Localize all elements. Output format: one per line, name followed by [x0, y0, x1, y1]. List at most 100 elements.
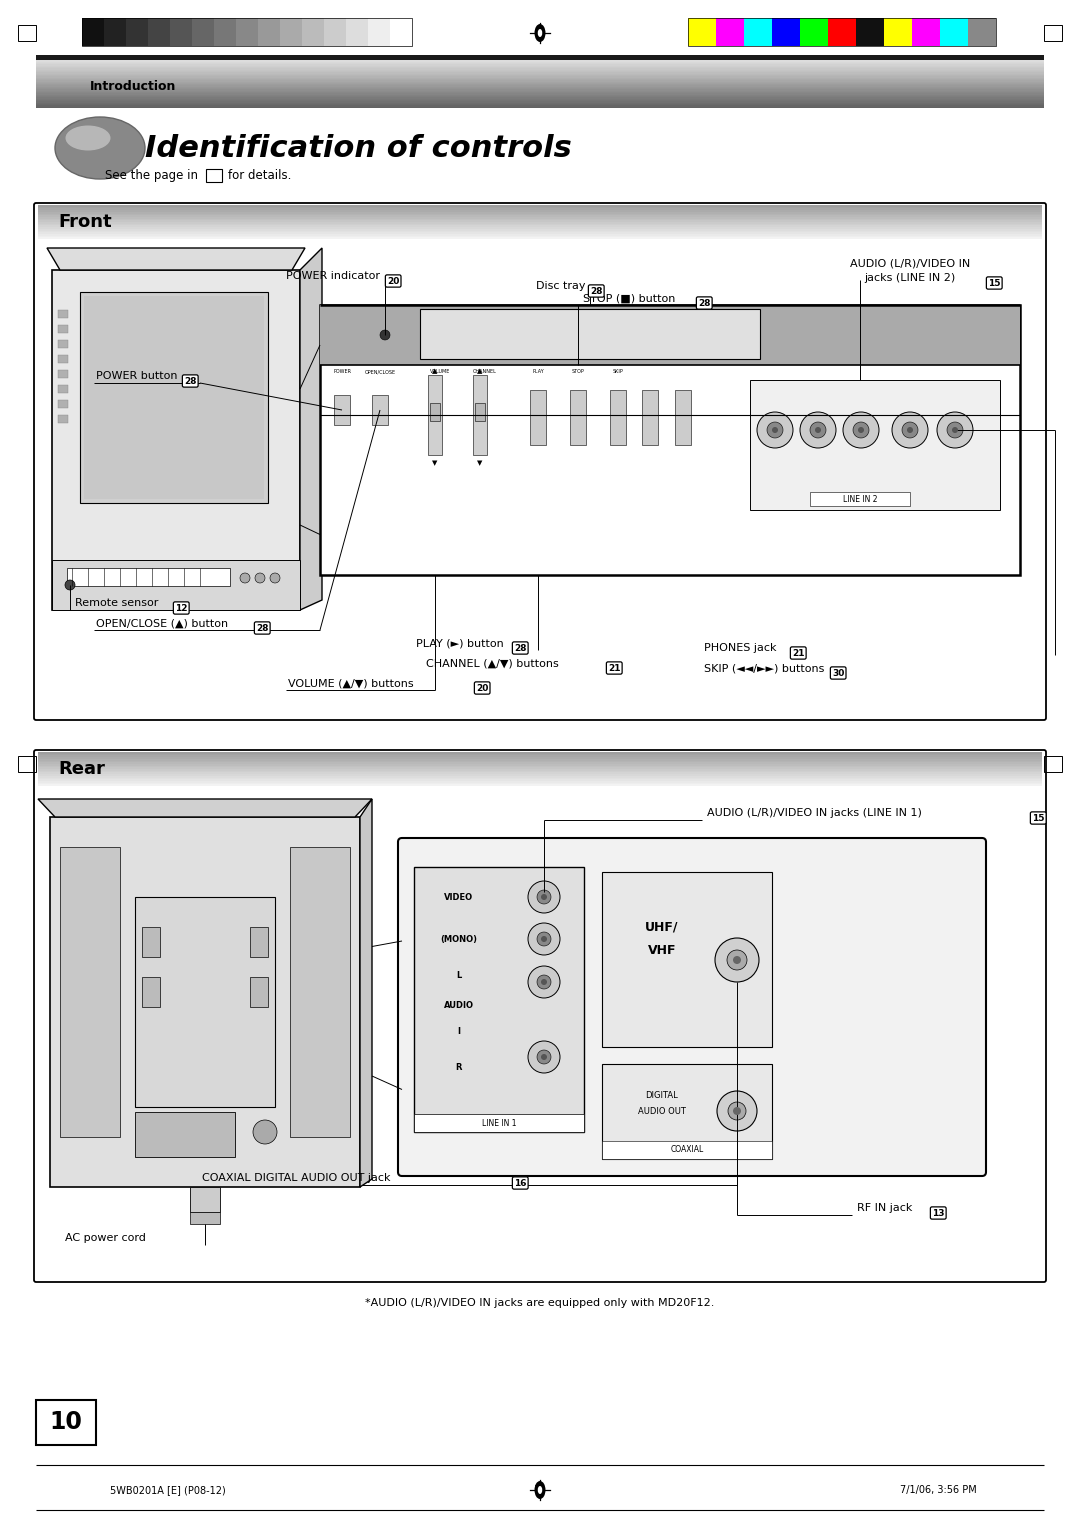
Text: 28: 28: [698, 298, 711, 307]
Circle shape: [757, 413, 793, 448]
Bar: [60, 847, 120, 1137]
Bar: [750, 380, 1000, 510]
Text: Introduction: Introduction: [90, 79, 176, 93]
Bar: [192, 18, 214, 46]
Bar: [249, 927, 268, 957]
Bar: [324, 18, 346, 46]
Circle shape: [810, 422, 826, 439]
Bar: [58, 341, 68, 348]
Bar: [249, 976, 268, 1007]
Text: VOLUME (▲/▼) buttons: VOLUME (▲/▼) buttons: [288, 678, 414, 688]
Text: ▲: ▲: [432, 368, 437, 374]
Bar: [170, 18, 192, 46]
Bar: [390, 18, 411, 46]
Text: See the page in: See the page in: [105, 168, 198, 182]
Text: 16: 16: [514, 1178, 527, 1187]
Bar: [291, 847, 350, 1137]
Ellipse shape: [535, 1481, 545, 1499]
Text: AUDIO OUT: AUDIO OUT: [638, 1108, 686, 1117]
Bar: [38, 222, 1042, 223]
Bar: [716, 18, 744, 46]
Text: Illustration of MD20F12: Illustration of MD20F12: [58, 799, 180, 808]
Text: 28: 28: [590, 287, 603, 295]
Text: POWER: POWER: [333, 368, 351, 374]
Text: Disc tray: Disc tray: [536, 281, 585, 290]
Text: COAXIAL: COAXIAL: [671, 1146, 704, 1155]
Bar: [38, 762, 1042, 764]
Text: Identification of controls: Identification of controls: [145, 133, 571, 162]
Text: 21: 21: [608, 663, 621, 672]
Circle shape: [537, 975, 551, 989]
Bar: [52, 270, 300, 610]
Bar: [38, 205, 1042, 206]
Polygon shape: [38, 799, 372, 817]
Bar: [688, 18, 996, 46]
Bar: [38, 772, 1042, 775]
Ellipse shape: [55, 118, 145, 179]
Circle shape: [800, 413, 836, 448]
Bar: [214, 18, 237, 46]
Circle shape: [907, 426, 913, 432]
Text: POWER button: POWER button: [96, 371, 177, 380]
Bar: [38, 231, 1042, 232]
Bar: [58, 385, 68, 393]
Bar: [38, 208, 1042, 211]
Text: I: I: [458, 1027, 460, 1036]
Circle shape: [733, 1106, 741, 1115]
Text: 20: 20: [476, 683, 488, 692]
Text: SKIP: SKIP: [612, 368, 623, 374]
Bar: [67, 568, 230, 587]
Text: 15: 15: [1032, 813, 1044, 822]
Bar: [82, 18, 411, 46]
Circle shape: [537, 932, 551, 946]
Bar: [912, 18, 940, 46]
Bar: [38, 753, 1042, 755]
Bar: [38, 234, 1042, 235]
Text: AC power cord: AC power cord: [65, 1233, 146, 1242]
Bar: [82, 18, 104, 46]
Text: PHONES jack: PHONES jack: [704, 643, 777, 652]
Bar: [237, 18, 258, 46]
Polygon shape: [300, 248, 322, 610]
Bar: [36, 55, 1044, 60]
Bar: [675, 390, 691, 445]
Polygon shape: [48, 248, 305, 270]
Circle shape: [255, 573, 265, 584]
Bar: [940, 18, 968, 46]
Bar: [38, 752, 1042, 753]
Text: *AUDIO (L/R)/VIDEO IN jacks are equipped only with MD20F12.: *AUDIO (L/R)/VIDEO IN jacks are equipped…: [365, 1297, 715, 1308]
Text: for details.: for details.: [228, 168, 292, 182]
Circle shape: [892, 413, 928, 448]
Circle shape: [947, 422, 963, 439]
Bar: [38, 220, 1042, 222]
Bar: [38, 232, 1042, 234]
Bar: [372, 396, 388, 425]
Bar: [828, 18, 856, 46]
Circle shape: [843, 413, 879, 448]
Bar: [18, 756, 36, 772]
Circle shape: [728, 1102, 746, 1120]
Bar: [414, 866, 584, 1132]
Bar: [800, 18, 828, 46]
Bar: [38, 229, 1042, 231]
Ellipse shape: [538, 1487, 542, 1494]
Bar: [473, 374, 487, 455]
Bar: [58, 370, 68, 377]
Bar: [38, 756, 1042, 759]
Bar: [58, 416, 68, 423]
Bar: [320, 306, 1020, 365]
Bar: [38, 782, 1042, 784]
Circle shape: [715, 938, 759, 983]
Text: VHF: VHF: [648, 943, 676, 957]
Text: PLAY (►) button: PLAY (►) button: [416, 639, 503, 648]
Circle shape: [815, 426, 821, 432]
Polygon shape: [360, 799, 372, 1187]
Bar: [38, 226, 1042, 228]
Text: 21: 21: [792, 648, 805, 657]
Text: ▼: ▼: [477, 460, 483, 466]
Circle shape: [537, 1050, 551, 1063]
Bar: [280, 18, 302, 46]
Circle shape: [541, 937, 546, 941]
Text: Remote sensor: Remote sensor: [75, 597, 159, 608]
Text: ▼: ▼: [432, 460, 437, 466]
